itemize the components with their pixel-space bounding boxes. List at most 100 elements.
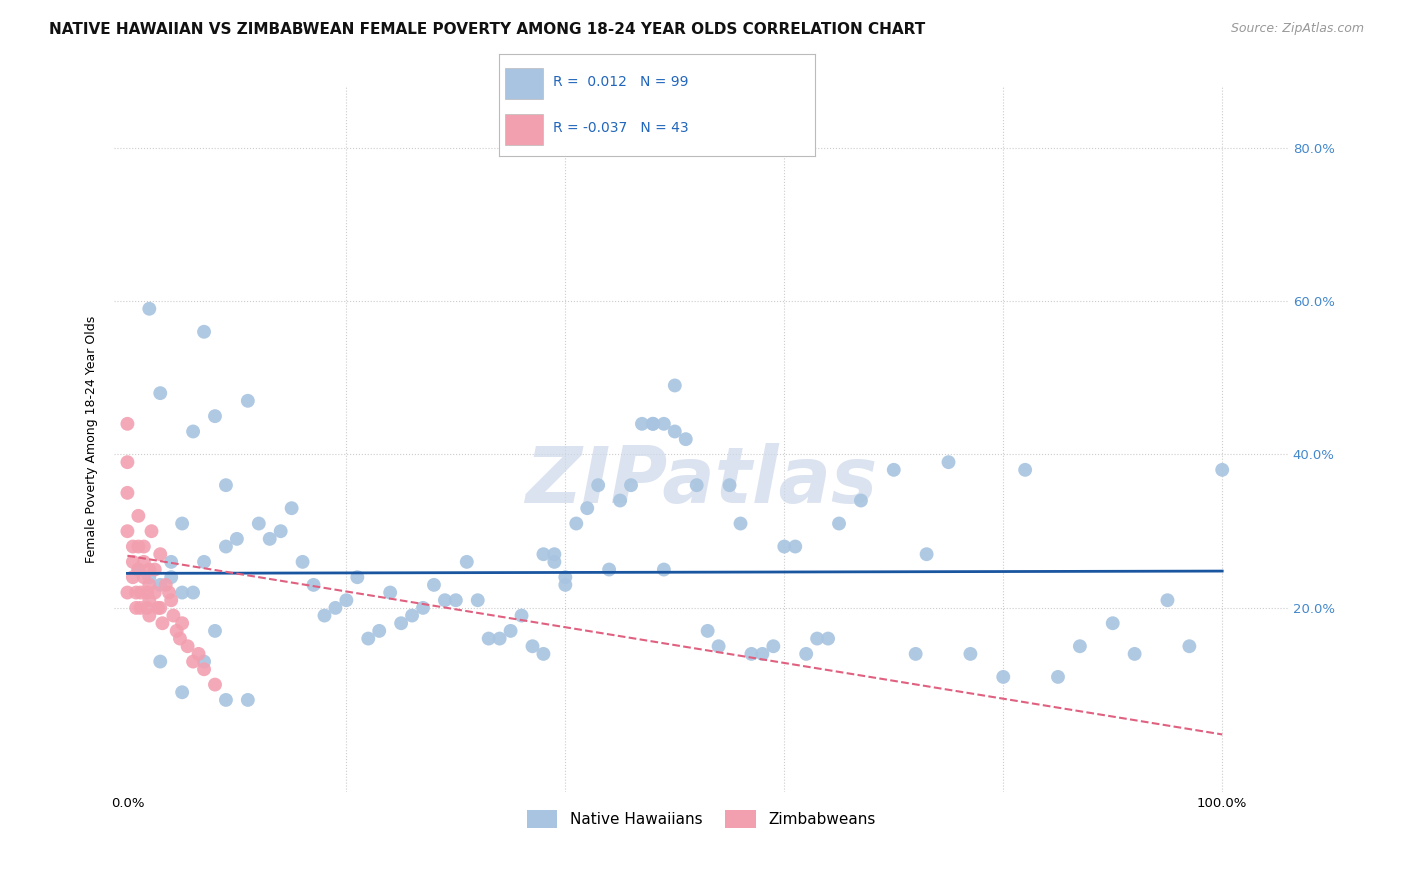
Point bbox=[314, 608, 336, 623]
Point bbox=[149, 600, 172, 615]
Point bbox=[543, 555, 565, 569]
Point bbox=[259, 532, 281, 546]
Point bbox=[136, 585, 159, 599]
Text: R = -0.037   N = 43: R = -0.037 N = 43 bbox=[553, 121, 689, 136]
Point bbox=[1123, 647, 1146, 661]
Point bbox=[904, 647, 927, 661]
Point bbox=[193, 662, 215, 676]
Point bbox=[125, 600, 148, 615]
Text: Source: ZipAtlas.com: Source: ZipAtlas.com bbox=[1230, 22, 1364, 36]
Point bbox=[193, 655, 215, 669]
Point bbox=[740, 647, 762, 661]
Point bbox=[187, 647, 209, 661]
Point bbox=[117, 455, 139, 469]
Point bbox=[1046, 670, 1069, 684]
Point bbox=[152, 616, 174, 631]
Point bbox=[357, 632, 380, 646]
Point bbox=[1014, 463, 1036, 477]
Point bbox=[181, 655, 204, 669]
Point bbox=[169, 632, 191, 646]
Point bbox=[270, 524, 292, 539]
Point bbox=[938, 455, 960, 469]
Point bbox=[172, 616, 194, 631]
Point bbox=[543, 547, 565, 561]
Point bbox=[132, 570, 155, 584]
Point bbox=[565, 516, 588, 531]
Point bbox=[132, 540, 155, 554]
Point bbox=[122, 570, 145, 584]
Point bbox=[176, 639, 198, 653]
Point bbox=[125, 585, 148, 599]
Point bbox=[1211, 463, 1233, 477]
Point bbox=[215, 478, 238, 492]
Point bbox=[280, 501, 302, 516]
Point bbox=[172, 685, 194, 699]
Point bbox=[215, 540, 238, 554]
Point bbox=[172, 516, 194, 531]
Point bbox=[762, 639, 785, 653]
Point bbox=[751, 647, 773, 661]
Point bbox=[335, 593, 357, 607]
Point bbox=[533, 647, 555, 661]
Point bbox=[718, 478, 741, 492]
Point bbox=[433, 593, 456, 607]
Point bbox=[641, 417, 664, 431]
Point bbox=[204, 677, 226, 691]
Point bbox=[554, 578, 576, 592]
Point bbox=[172, 585, 194, 599]
Point bbox=[138, 301, 160, 316]
Point bbox=[149, 655, 172, 669]
Point bbox=[378, 585, 401, 599]
Point bbox=[127, 508, 149, 523]
Point bbox=[641, 417, 664, 431]
Point bbox=[806, 632, 828, 646]
Point bbox=[132, 555, 155, 569]
Point bbox=[773, 540, 796, 554]
Point bbox=[127, 563, 149, 577]
Point bbox=[794, 647, 817, 661]
Point bbox=[236, 693, 259, 707]
Point bbox=[117, 417, 139, 431]
Text: ZIPatlas: ZIPatlas bbox=[524, 443, 877, 519]
Point bbox=[828, 516, 851, 531]
Point bbox=[664, 378, 686, 392]
Point bbox=[117, 486, 139, 500]
Point bbox=[181, 425, 204, 439]
Point bbox=[620, 478, 643, 492]
Y-axis label: Female Poverty Among 18-24 Year Olds: Female Poverty Among 18-24 Year Olds bbox=[86, 316, 98, 563]
Point bbox=[346, 570, 368, 584]
Text: NATIVE HAWAIIAN VS ZIMBABWEAN FEMALE POVERTY AMONG 18-24 YEAR OLDS CORRELATION C: NATIVE HAWAIIAN VS ZIMBABWEAN FEMALE POV… bbox=[49, 22, 925, 37]
Point bbox=[467, 593, 489, 607]
Point bbox=[368, 624, 391, 638]
Point bbox=[127, 540, 149, 554]
Point bbox=[423, 578, 446, 592]
Point bbox=[730, 516, 752, 531]
Point bbox=[181, 585, 204, 599]
Point bbox=[456, 555, 478, 569]
Point bbox=[247, 516, 270, 531]
Point bbox=[215, 693, 238, 707]
Point bbox=[696, 624, 718, 638]
Point bbox=[707, 639, 730, 653]
Point bbox=[204, 409, 226, 424]
FancyBboxPatch shape bbox=[506, 68, 543, 99]
Point bbox=[389, 616, 412, 631]
Point bbox=[138, 578, 160, 592]
Point bbox=[1101, 616, 1123, 631]
Point bbox=[554, 570, 576, 584]
Point bbox=[652, 417, 675, 431]
Point bbox=[127, 563, 149, 577]
Point bbox=[478, 632, 501, 646]
Point bbox=[149, 386, 172, 401]
FancyBboxPatch shape bbox=[506, 114, 543, 145]
Point bbox=[160, 570, 183, 584]
Point bbox=[959, 647, 981, 661]
Point bbox=[141, 524, 163, 539]
Point bbox=[193, 325, 215, 339]
Point bbox=[609, 493, 631, 508]
Point bbox=[162, 608, 184, 623]
Point bbox=[915, 547, 938, 561]
Point bbox=[166, 624, 188, 638]
Point bbox=[817, 632, 839, 646]
Point bbox=[522, 639, 544, 653]
